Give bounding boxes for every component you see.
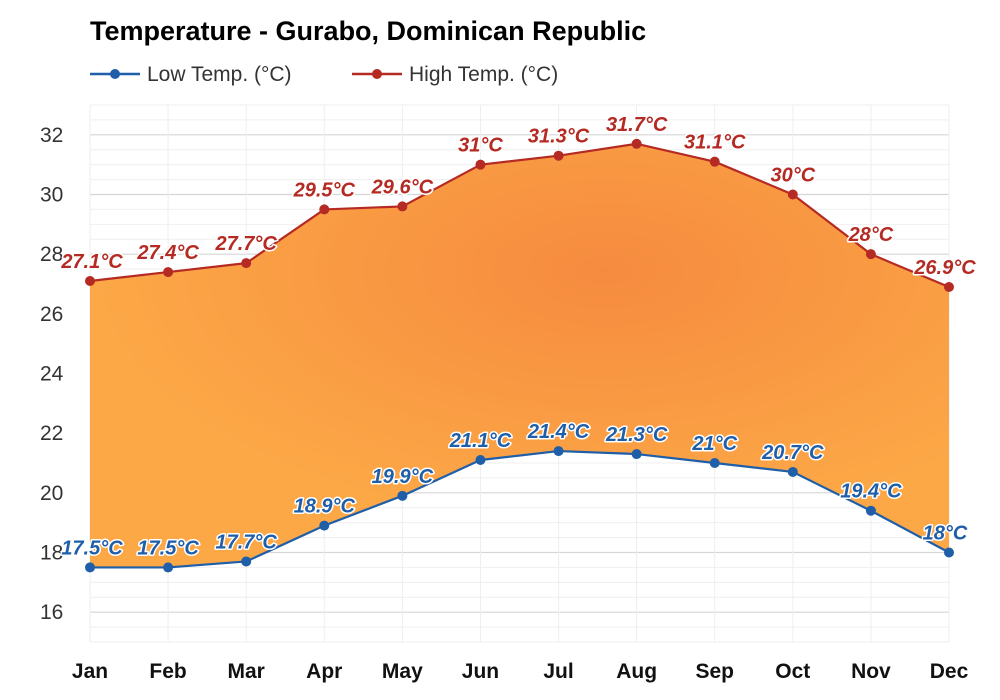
chart-title: Temperature - Gurabo, Dominican Republic [90,16,646,46]
low-temp-point[interactable] [475,455,486,466]
high-temp-point[interactable] [787,189,798,200]
low-temp-label: 21.3°C [605,424,668,446]
high-temp-label: 31.1°C [684,132,746,154]
high-temp-point[interactable] [163,267,174,278]
low-temp-point[interactable] [865,505,876,516]
high-temp-point[interactable] [709,156,720,167]
x-tick-label: Mar [228,660,265,683]
x-tick-label: Jul [543,660,573,683]
legend-high-marker [372,69,382,79]
y-tick-label: 20 [40,482,63,505]
x-tick-label: Aug [616,660,657,683]
low-temp-point[interactable] [319,520,330,531]
legend-low-marker [110,69,120,79]
high-temp-point[interactable] [475,159,486,170]
x-tick-label: Sep [695,660,734,683]
y-tick-label: 24 [40,363,64,386]
range-fill [90,143,949,568]
high-temp-label: 31.7°C [606,114,668,136]
y-tick-label: 30 [40,184,63,207]
y-tick-label: 22 [40,422,63,445]
low-temp-point[interactable] [163,562,174,573]
low-temp-label: 17.5°C [137,537,199,559]
low-temp-point[interactable] [709,458,720,468]
series-points [85,138,954,573]
legend: Low Temp. (°C) High Temp. (°C) [90,63,558,86]
high-temp-label: 28°C [848,224,894,246]
high-temp-point[interactable] [241,258,252,269]
high-temp-point[interactable] [865,249,876,260]
x-axis: Jan Feb Mar Apr May Jun Jul Aug Sep Oct Nov Dec [72,660,969,683]
high-temp-point[interactable] [319,204,330,215]
y-tick-label: 28 [40,243,63,266]
high-temp-label: 27.7°C [214,233,277,255]
high-temp-point[interactable] [944,281,954,292]
high-temp-label: 27.4°C [136,242,199,264]
low-temp-label: 19.4°C [840,481,902,503]
high-temp-point[interactable] [553,150,564,161]
legend-item-high[interactable]: High Temp. (°C) [352,63,558,86]
x-tick-label: Oct [775,660,810,683]
low-temp-label: 19.9°C [372,466,434,488]
low-temp-label: 21.4°C [527,421,590,443]
high-temp-point[interactable] [631,138,642,149]
high-temp-point[interactable] [85,276,95,287]
high-temp-label: 31.3°C [528,126,590,148]
x-tick-label: Jan [72,660,108,683]
x-tick-label: May [382,660,423,683]
series-lines [89,142,950,569]
data-labels: 17.5°C 17.5°C 17.7°C 18.9°C 19.9°C 21.1°C 21.4… [59,112,978,561]
low-temp-label: 21.1°C [449,430,512,452]
low-temp-point[interactable] [85,562,95,573]
high-temp-label: 31°C [458,135,503,157]
y-tick-label: 16 [40,601,63,624]
low-temp-label: 21°C [691,433,737,455]
low-temp-label: 17.7°C [215,531,277,553]
low-temp-label: 18.9°C [294,496,356,518]
low-temp-point[interactable] [787,466,798,477]
x-tick-label: Apr [306,660,342,683]
legend-high-label: High Temp. (°C) [409,63,558,86]
high-temp-label: 30°C [770,165,815,187]
x-tick-label: Dec [930,660,969,683]
high-temp-point[interactable] [397,201,408,212]
high-temp-label: 29.6°C [371,176,434,198]
low-temp-label: 17.5°C [61,537,123,559]
y-tick-label: 18 [40,542,63,565]
low-temp-label: 20.7°C [761,442,824,464]
legend-item-low[interactable]: Low Temp. (°C) [90,63,292,86]
low-temp-point[interactable] [397,490,408,501]
y-axis: 16 18 20 22 24 26 28 30 32 [40,124,64,624]
low-temp-point[interactable] [944,547,954,558]
y-tick-label: 26 [40,303,63,326]
low-temp-point[interactable] [241,556,252,567]
low-temp-point[interactable] [553,446,564,457]
x-tick-label: Jun [462,660,499,683]
low-temp-point[interactable] [631,449,642,460]
legend-low-label: Low Temp. (°C) [147,63,292,86]
high-temp-label: 29.5°C [293,179,356,201]
high-temp-line [89,142,950,288]
high-temp-label: 27.1°C [60,251,123,273]
range-area [90,143,949,568]
low-temp-label: 18°C [923,523,968,545]
y-tick-label: 32 [40,124,63,147]
x-tick-label: Nov [851,660,891,683]
low-temp-line [90,449,950,569]
high-temp-label: 26.9°C [913,257,976,279]
x-tick-label: Feb [149,660,186,683]
